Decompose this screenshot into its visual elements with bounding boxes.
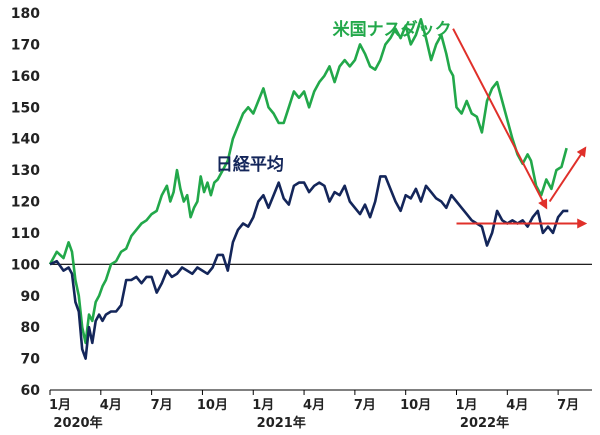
- y-tick-label: 120: [11, 195, 40, 211]
- x-tick-label: 1月: [49, 398, 71, 413]
- x-tick-label: 4月: [100, 398, 122, 413]
- trend-arrow-0: [452, 28, 548, 210]
- y-tick-label: 110: [11, 226, 40, 242]
- x-tick-label: 4月: [303, 398, 325, 413]
- x-tick-label: 1月: [252, 398, 274, 413]
- x-tick-label: 10月: [197, 398, 228, 413]
- series-layer: [48, 18, 569, 360]
- series-label-0: 米国ナスダック: [333, 19, 452, 40]
- y-tick-label: 160: [11, 69, 40, 85]
- series-label-1: 日経平均: [216, 154, 284, 175]
- y-tick-label: 150: [11, 100, 40, 116]
- x-tick-label: 1月: [455, 398, 477, 413]
- x-tick-label: 10月: [400, 398, 431, 413]
- y-tick-label: 60: [21, 383, 41, 399]
- y-tick-label: 170: [11, 37, 40, 53]
- x-tick-label: 7月: [151, 398, 173, 413]
- series-line-1: [49, 175, 569, 360]
- x-tick-label: 7月: [557, 398, 579, 413]
- x-year-label: 2022年: [460, 415, 509, 431]
- y-tick-label: 140: [11, 132, 40, 148]
- x-tick-label: 4月: [506, 398, 528, 413]
- x-tick-label: 7月: [354, 398, 376, 413]
- y-tick-label: 130: [11, 163, 40, 179]
- y-tick-label: 180: [11, 6, 40, 22]
- y-tick-label: 80: [21, 320, 41, 336]
- y-axis: 60 70 80 90 100 110 120 130 140 150 160 170 180: [11, 6, 40, 399]
- y-tick-label: 90: [21, 289, 41, 305]
- annotation-layer: [452, 28, 588, 229]
- x-year-label: 2020年: [53, 415, 102, 431]
- x-year-label: 2021年: [257, 415, 306, 431]
- trend-arrow-1: [548, 146, 587, 203]
- series-line-0: [48, 18, 568, 345]
- y-tick-label: 70: [21, 352, 41, 368]
- y-tick-label: 100: [11, 257, 40, 273]
- x-axis: 1月 2020年 4月 7月 10月 1月 2021年 4月 7月 10月 1月 2022年 4月 7月: [49, 389, 592, 431]
